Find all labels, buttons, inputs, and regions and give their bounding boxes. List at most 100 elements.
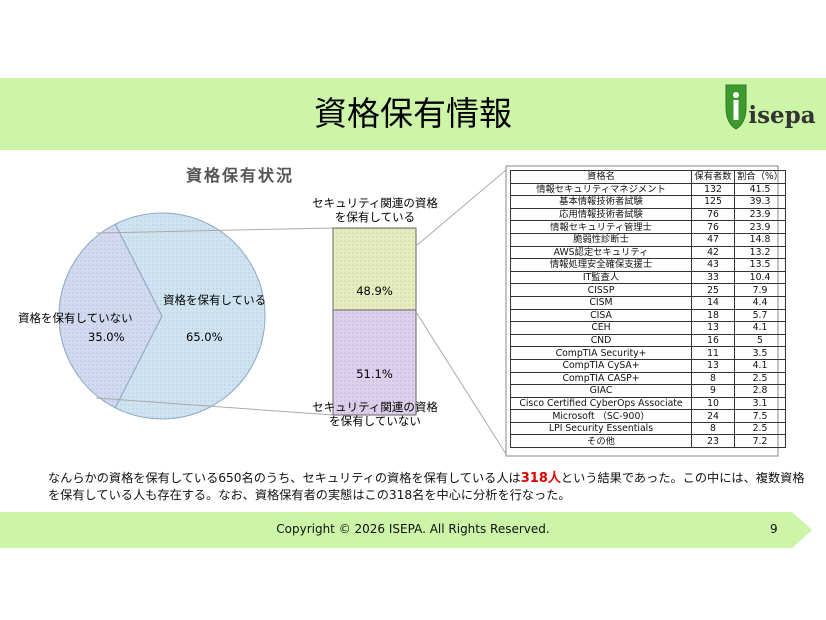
cell-name: LPI Security Essentials xyxy=(510,421,692,436)
summary-text: なんらかの資格を保有している650名のうち、セキュリティの資格を保有している人は… xyxy=(48,470,808,504)
table-row: GIAC 9 2.8 xyxy=(510,384,787,398)
cell-name: CompTIA Security+ xyxy=(510,346,692,360)
cell-count: 43 xyxy=(691,258,735,272)
table-row: IT監査人 33 10.4 xyxy=(510,270,787,285)
cell-name: 情報セキュリティマネジメント xyxy=(510,182,692,197)
connector-line-table-top xyxy=(415,169,507,247)
bar-segment-security xyxy=(332,227,417,311)
qualification-table: 資格名 保有者数 割合（%） 情報セキュリティマネジメント 132 41.5 基本情報… xyxy=(510,170,787,449)
table-row: LPI Security Essentials 8 2.5 xyxy=(510,421,787,436)
cell-name: CISSP xyxy=(510,283,692,297)
pie-value-owned: 65.0% xyxy=(186,330,223,344)
cell-percent: 2.8 xyxy=(733,384,787,398)
cell-percent: 4.4 xyxy=(733,295,787,310)
cell-percent: 2.5 xyxy=(733,421,787,436)
cell-count: 42 xyxy=(691,245,735,260)
connector-line-bottom xyxy=(95,397,334,416)
cell-name: 情報処理安全確保支援士 xyxy=(510,258,692,272)
summary-highlight: 318人 xyxy=(520,471,561,486)
title-band xyxy=(0,78,826,150)
cell-count: 76 xyxy=(691,220,735,234)
header-count: 保有者数 xyxy=(691,170,735,184)
cell-name: CISM xyxy=(510,295,692,310)
page-title: 資格保有情報 xyxy=(314,94,512,133)
cell-count: 9 xyxy=(691,384,735,398)
table-row: 情報処理安全確保支援士 43 13.5 xyxy=(510,258,787,272)
connector-line-table-bottom xyxy=(415,311,507,455)
table-row: 応用情報技術者試験 76 23.9 xyxy=(510,207,787,222)
cell-name: 情報セキュリティ管理士 xyxy=(510,220,692,234)
cell-name: その他 xyxy=(510,434,692,449)
cell-percent: 7.2 xyxy=(733,434,787,449)
header-name: 資格名 xyxy=(510,170,692,184)
cell-percent: 3.5 xyxy=(733,346,787,360)
cell-name: CND xyxy=(510,333,692,348)
cell-percent: 4.1 xyxy=(733,358,787,373)
table-row: Cisco Certified CyberOps Associate 10 3.1 xyxy=(510,396,787,411)
bar-label-non-security: セキュリティ関連の資格 を保有していない xyxy=(312,400,438,428)
cell-count: 33 xyxy=(691,270,735,285)
cell-count: 125 xyxy=(691,195,735,209)
connector-line-top xyxy=(95,227,334,234)
bar-segment-non-security xyxy=(332,309,417,416)
cell-percent: 4.1 xyxy=(733,321,787,335)
cell-percent: 5 xyxy=(733,333,787,348)
cell-percent: 23.9 xyxy=(733,207,787,222)
cell-count: 24 xyxy=(691,409,735,423)
cell-name: CEH xyxy=(510,321,692,335)
table-row: CompTIA CySA+ 13 4.1 xyxy=(510,358,787,373)
cell-count: 16 xyxy=(691,333,735,348)
cell-count: 10 xyxy=(691,396,735,411)
page-number: 9 xyxy=(770,522,778,536)
cell-name: AWS認定セキュリティ xyxy=(510,245,692,260)
cell-name: CompTIA CASP+ xyxy=(510,371,692,386)
cell-percent: 5.7 xyxy=(733,308,787,323)
table-row: CISSP 25 7.9 xyxy=(510,283,787,297)
pie-slice-not-owned xyxy=(58,223,163,409)
pie-label-not-owned: 資格を保有していない xyxy=(18,311,133,325)
cell-count: 18 xyxy=(691,308,735,323)
cell-count: 14 xyxy=(691,295,735,310)
pie-label-owned: 資格を保有している xyxy=(163,293,267,307)
cell-percent: 7.9 xyxy=(733,283,787,297)
bar-value-security: 48.9% xyxy=(356,284,393,298)
cell-name: CISA xyxy=(510,308,692,323)
cell-name: IT監査人 xyxy=(510,270,692,285)
pie-value-not-owned: 35.0% xyxy=(88,330,125,344)
logo-text: isepa xyxy=(748,102,815,129)
cell-name: 応用情報技術者試験 xyxy=(510,207,692,222)
cell-name: Cisco Certified CyberOps Associate xyxy=(510,396,692,411)
cell-percent: 39.3 xyxy=(733,195,787,209)
cell-count: 76 xyxy=(691,207,735,222)
cell-percent: 23.9 xyxy=(733,220,787,234)
header-percent: 割合（%） xyxy=(733,170,787,184)
table-row: CEH 13 4.1 xyxy=(510,321,787,335)
pie-slice-owned xyxy=(114,212,266,420)
isepa-logo: isepa xyxy=(725,84,816,130)
cell-count: 8 xyxy=(691,421,735,436)
cell-count: 13 xyxy=(691,321,735,335)
cell-count: 11 xyxy=(691,346,735,360)
cell-count: 47 xyxy=(691,232,735,247)
cell-count: 13 xyxy=(691,358,735,373)
cell-name: CompTIA CySA+ xyxy=(510,358,692,373)
table-row: CompTIA CASP+ 8 2.5 xyxy=(510,371,787,386)
cell-percent: 2.5 xyxy=(733,371,787,386)
cell-name: GIAC xyxy=(510,384,692,398)
cell-count: 8 xyxy=(691,371,735,386)
bar-value-non-security: 51.1% xyxy=(356,367,393,381)
cell-count: 25 xyxy=(691,283,735,297)
cell-count: 23 xyxy=(691,434,735,449)
table-row: 脆弱性診断士 47 14.8 xyxy=(510,232,787,247)
copyright: Copyright © 2026 ISEPA. All Rights Reser… xyxy=(276,522,550,536)
cell-percent: 13.2 xyxy=(733,245,787,260)
chart-title: 資格保有状況 xyxy=(185,166,294,185)
bar-label-security: セキュリティ関連の資格 を保有している xyxy=(312,196,438,224)
chart-graphic xyxy=(58,165,779,457)
cell-percent: 41.5 xyxy=(733,182,787,197)
table-row: 基本情報技術者試験 125 39.3 xyxy=(510,195,787,209)
table-row: Microsoft （SC-900） 24 7.5 xyxy=(510,409,787,423)
cell-name: 基本情報技術者試験 xyxy=(510,195,692,209)
cell-percent: 13.5 xyxy=(733,258,787,272)
table-row: 情報セキュリティ管理士 76 23.9 xyxy=(510,220,787,234)
